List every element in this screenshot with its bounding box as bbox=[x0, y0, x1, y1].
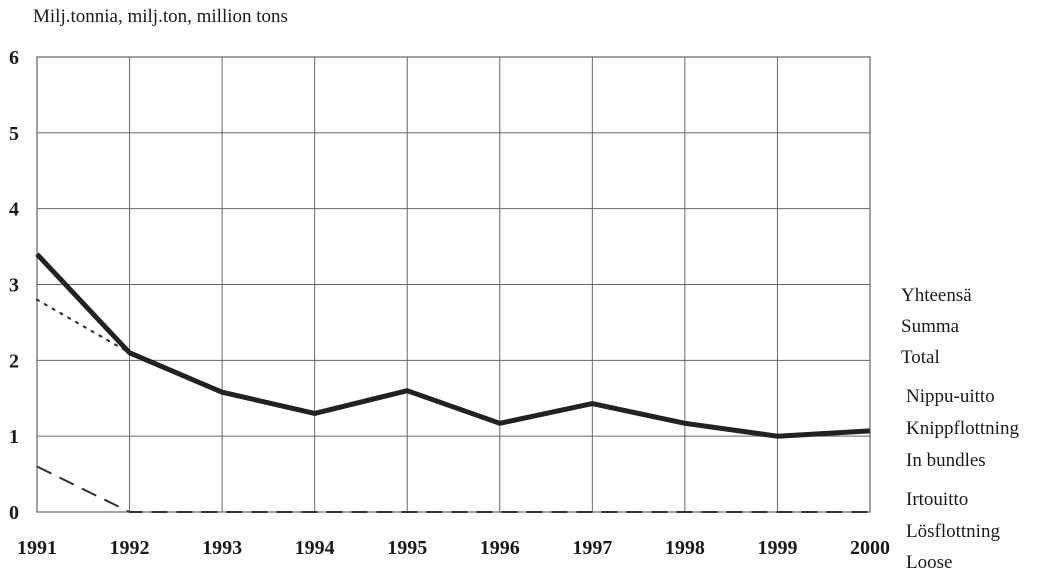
series-line-total bbox=[35, 252, 871, 439]
y-axis-unit-label: Milj.tonnia, milj.ton, million tons bbox=[33, 6, 288, 27]
x-tick-label: 1995 bbox=[387, 537, 427, 559]
x-tick-label: 2000 bbox=[850, 537, 890, 559]
y-tick-label: 2 bbox=[9, 350, 19, 372]
series-line-loose bbox=[36, 465, 870, 513]
legend-loose-line-2: Lösflottning bbox=[906, 521, 1000, 542]
x-tick-label: 1998 bbox=[665, 537, 705, 559]
legend-bundles-line-2: Knippflottning bbox=[906, 418, 1019, 439]
y-tick-label: 6 bbox=[9, 47, 19, 69]
x-tick-label: 1993 bbox=[202, 537, 242, 559]
legend-bundles-line-3: In bundles bbox=[906, 450, 986, 471]
y-tick-label: 1 bbox=[9, 426, 19, 448]
x-tick-label: 1994 bbox=[295, 537, 335, 559]
y-tick-label: 5 bbox=[9, 123, 19, 145]
legend-loose-line-3: Loose bbox=[906, 552, 953, 573]
legend-total-line-3: Total bbox=[901, 347, 940, 368]
legend-total-line-1: Yhteensä bbox=[901, 285, 972, 306]
legend-total-line-2: Summa bbox=[901, 316, 960, 337]
x-axis-ticks: 1991 1992 1993 1994 1995 1996 1997 1998 1999 2000 bbox=[17, 537, 890, 559]
legend-loose-line-1: Irtouitto bbox=[906, 489, 969, 510]
chart-grid bbox=[36, 56, 871, 513]
x-tick-label: 1999 bbox=[757, 537, 797, 559]
x-tick-label: 1991 bbox=[17, 537, 57, 559]
y-tick-label: 3 bbox=[9, 275, 19, 297]
series-line-bundles bbox=[35, 298, 131, 354]
x-tick-label: 1997 bbox=[572, 537, 612, 559]
legend-bundles-line-1: Nippu-uitto bbox=[906, 386, 995, 407]
x-tick-label: 1996 bbox=[480, 537, 520, 559]
y-axis-ticks: 0 1 2 3 4 5 6 bbox=[9, 47, 19, 524]
series-layer bbox=[35, 252, 871, 513]
x-tick-label: 1992 bbox=[110, 537, 150, 559]
y-tick-label: 0 bbox=[9, 502, 19, 524]
y-tick-label: 4 bbox=[9, 199, 19, 221]
